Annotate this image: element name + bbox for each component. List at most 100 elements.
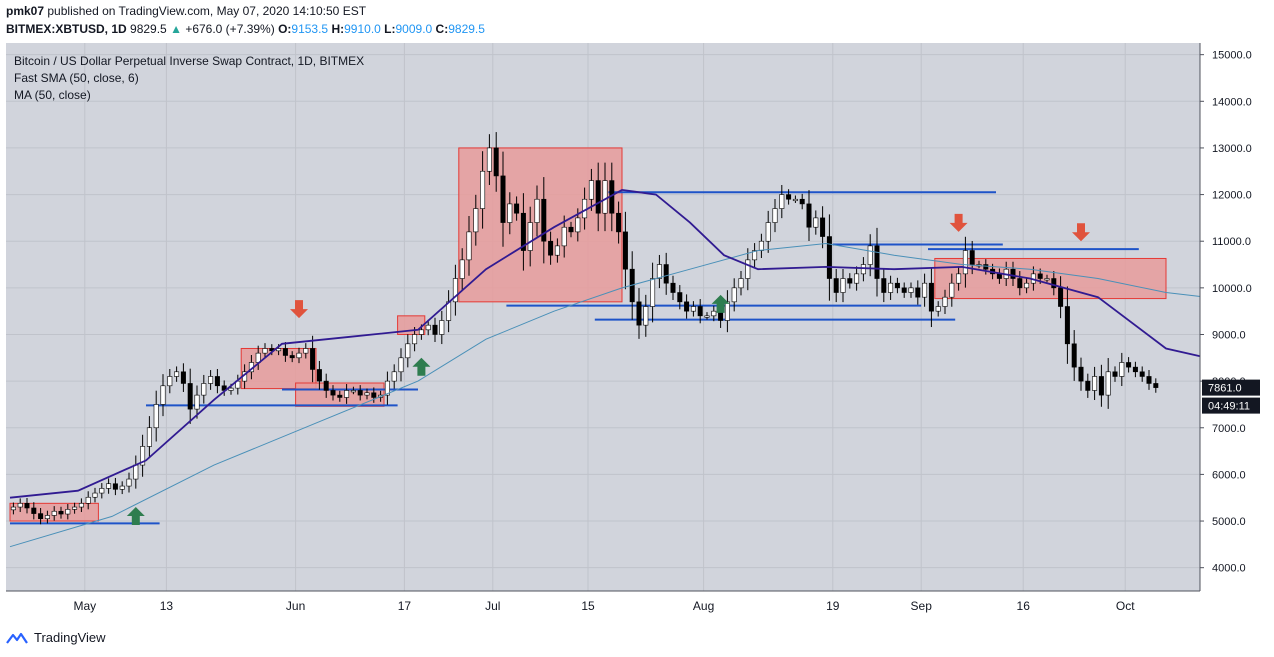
candle-body <box>616 212 622 233</box>
price-axis[interactable] <box>1200 43 1268 623</box>
y-tick-label: 5000.0 <box>1212 516 1246 528</box>
candle-body <box>520 212 526 251</box>
candle-body <box>140 446 146 466</box>
candle-body <box>391 371 397 382</box>
candle-body <box>949 282 955 298</box>
candle-body <box>548 240 554 256</box>
candle-body <box>323 380 329 391</box>
change-arrow-icon: ▲ <box>170 22 182 36</box>
y-tick-label: 4000.0 <box>1212 563 1246 575</box>
candle-body <box>677 292 683 303</box>
candle-body <box>915 287 921 298</box>
candle-body <box>65 509 71 515</box>
candle-body <box>1051 278 1057 289</box>
grid-lines <box>6 43 1200 591</box>
candle-body <box>51 510 57 516</box>
candle-body <box>1085 380 1091 391</box>
x-tick-label: Oct <box>1116 599 1135 613</box>
y-tick-label: 6000.0 <box>1212 469 1246 481</box>
candle-body <box>507 203 513 223</box>
candle-body <box>690 306 696 312</box>
last-price: 9829.5 <box>130 22 167 36</box>
plot-area[interactable] <box>6 43 1200 591</box>
candle-body <box>595 180 601 214</box>
low-label: L: <box>384 22 396 36</box>
y-tick-label: 7000.0 <box>1212 423 1246 435</box>
x-tick-label: 16 <box>1017 599 1031 613</box>
candle-body <box>24 503 30 509</box>
candle-body <box>908 287 914 293</box>
candle-body <box>17 503 23 508</box>
candle-body <box>282 348 288 356</box>
candle-body <box>935 306 941 312</box>
brand-name: TradingView <box>34 630 106 645</box>
candle-body <box>962 250 968 275</box>
open-label: O: <box>278 22 292 36</box>
candle-body <box>99 488 105 494</box>
time-axis[interactable] <box>6 591 1200 623</box>
candle-body <box>697 306 703 317</box>
candle-body <box>996 273 1002 279</box>
candle-body <box>854 273 860 284</box>
candle-body <box>180 371 186 384</box>
candle-body <box>201 383 207 396</box>
arrow-down-icon <box>290 300 308 319</box>
candle-body <box>860 264 866 275</box>
candle-body <box>119 485 125 490</box>
publish-header: pmk07 published on TradingView.com, May … <box>6 4 366 18</box>
candle-body <box>337 394 343 398</box>
candle-body <box>1064 306 1070 345</box>
candle-body <box>167 376 173 387</box>
candle-body <box>772 208 778 223</box>
footer-brand[interactable]: TradingView <box>6 630 106 645</box>
candle-body <box>384 380 390 396</box>
high-value: 9910.0 <box>344 22 381 36</box>
open-value: 9153.5 <box>291 22 329 36</box>
candle-body <box>452 278 458 303</box>
candle-body <box>126 478 132 487</box>
candles-layer <box>10 132 1159 525</box>
candle-body <box>901 287 907 293</box>
candle-body <box>112 483 118 490</box>
candle-body <box>928 282 934 312</box>
candle-body <box>738 278 744 289</box>
author-name: pmk07 <box>6 4 45 18</box>
symbol-ohlc-bar: BITMEX:XBTUSD, 1D 9829.5 ▲ +676.0 (+7.39… <box>6 22 485 36</box>
y-tick-label: 9000.0 <box>1212 329 1246 341</box>
candle-body <box>228 387 234 391</box>
candle-body <box>1139 371 1145 377</box>
x-tick-label: Sep <box>911 599 933 613</box>
candle-body <box>922 282 928 298</box>
x-tick-label: May <box>73 599 96 613</box>
candle-body <box>1105 371 1111 396</box>
candle-body <box>745 259 751 279</box>
price-chart[interactable]: 4000.05000.06000.07000.08000.09000.01000… <box>6 43 1268 623</box>
y-tick-label: 11000.0 <box>1212 236 1251 248</box>
candle-body <box>575 217 581 233</box>
candle-body <box>187 383 193 410</box>
candle-body <box>418 329 424 335</box>
candle-body <box>1112 371 1118 377</box>
close-value: 9829.5 <box>448 22 485 36</box>
candle-body <box>58 510 64 515</box>
candle-body <box>31 507 37 514</box>
candle-body <box>724 301 730 321</box>
x-tick-label: 17 <box>398 599 412 613</box>
candle-body <box>1132 366 1138 373</box>
fast-sma-line <box>9 188 1208 499</box>
candle-body <box>881 278 887 293</box>
candle-body <box>316 369 322 382</box>
candle-body <box>711 310 717 317</box>
candle-body <box>731 287 737 303</box>
candle-body <box>398 357 404 373</box>
candle-body <box>561 226 567 247</box>
candle-body <box>1126 362 1132 368</box>
x-tick-labels: May 13 Jun 17 Jul 15 Aug 19 Sep 16 Oct <box>73 599 1135 613</box>
chart-container[interactable]: 4000.05000.06000.07000.08000.09000.01000… <box>6 43 1268 623</box>
candle-body <box>371 392 377 398</box>
candle-body <box>840 278 846 293</box>
candle-body <box>500 175 506 223</box>
candle-body <box>820 217 826 237</box>
candle-body <box>622 231 628 270</box>
candle-body <box>656 264 662 279</box>
